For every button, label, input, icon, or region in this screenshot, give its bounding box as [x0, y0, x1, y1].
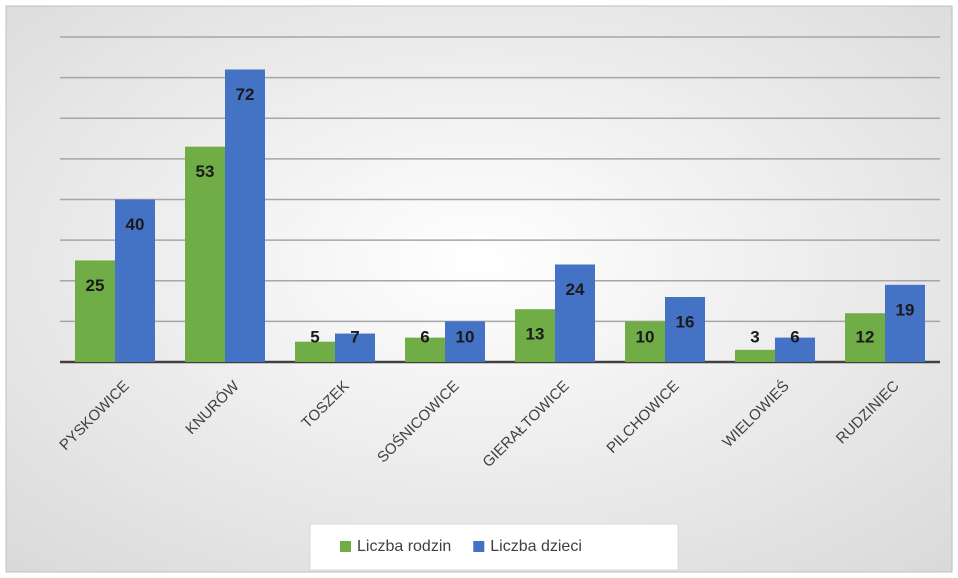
data-label: 10: [456, 327, 475, 346]
data-label: 24: [566, 280, 585, 299]
legend-label: Liczba rodzin: [357, 538, 451, 555]
legend-label: Liczba dzieci: [490, 538, 582, 555]
bar: [335, 333, 375, 362]
data-label: 40: [126, 215, 145, 234]
data-label: 25: [86, 276, 105, 295]
bar: [515, 309, 555, 362]
data-label: 7: [350, 327, 359, 346]
bar: [185, 146, 225, 362]
legend-swatch: [473, 541, 485, 552]
data-label: 16: [676, 312, 695, 331]
bar: [735, 349, 775, 362]
bar: [555, 264, 595, 362]
data-label: 13: [526, 325, 545, 344]
bar: [665, 297, 705, 362]
bar: [445, 321, 485, 362]
bar: [295, 341, 335, 362]
bar: [225, 69, 265, 362]
chart-background: [5, 5, 953, 573]
bar: [885, 284, 925, 362]
data-label: 72: [236, 85, 255, 104]
bar: [775, 337, 815, 362]
bar: [115, 199, 155, 362]
data-label: 3: [750, 327, 759, 346]
bar: [625, 321, 665, 362]
bar: [845, 313, 885, 362]
data-label: 6: [420, 327, 429, 346]
bar: [75, 260, 115, 362]
data-label: 19: [896, 300, 915, 319]
data-label: 6: [790, 327, 799, 346]
legend-swatch: [340, 541, 351, 552]
bar: [405, 337, 445, 362]
legend-box: [309, 523, 679, 571]
data-label: 10: [636, 327, 655, 346]
data-label: 5: [310, 327, 319, 346]
data-label: 12: [856, 327, 875, 346]
data-label: 53: [196, 162, 215, 181]
